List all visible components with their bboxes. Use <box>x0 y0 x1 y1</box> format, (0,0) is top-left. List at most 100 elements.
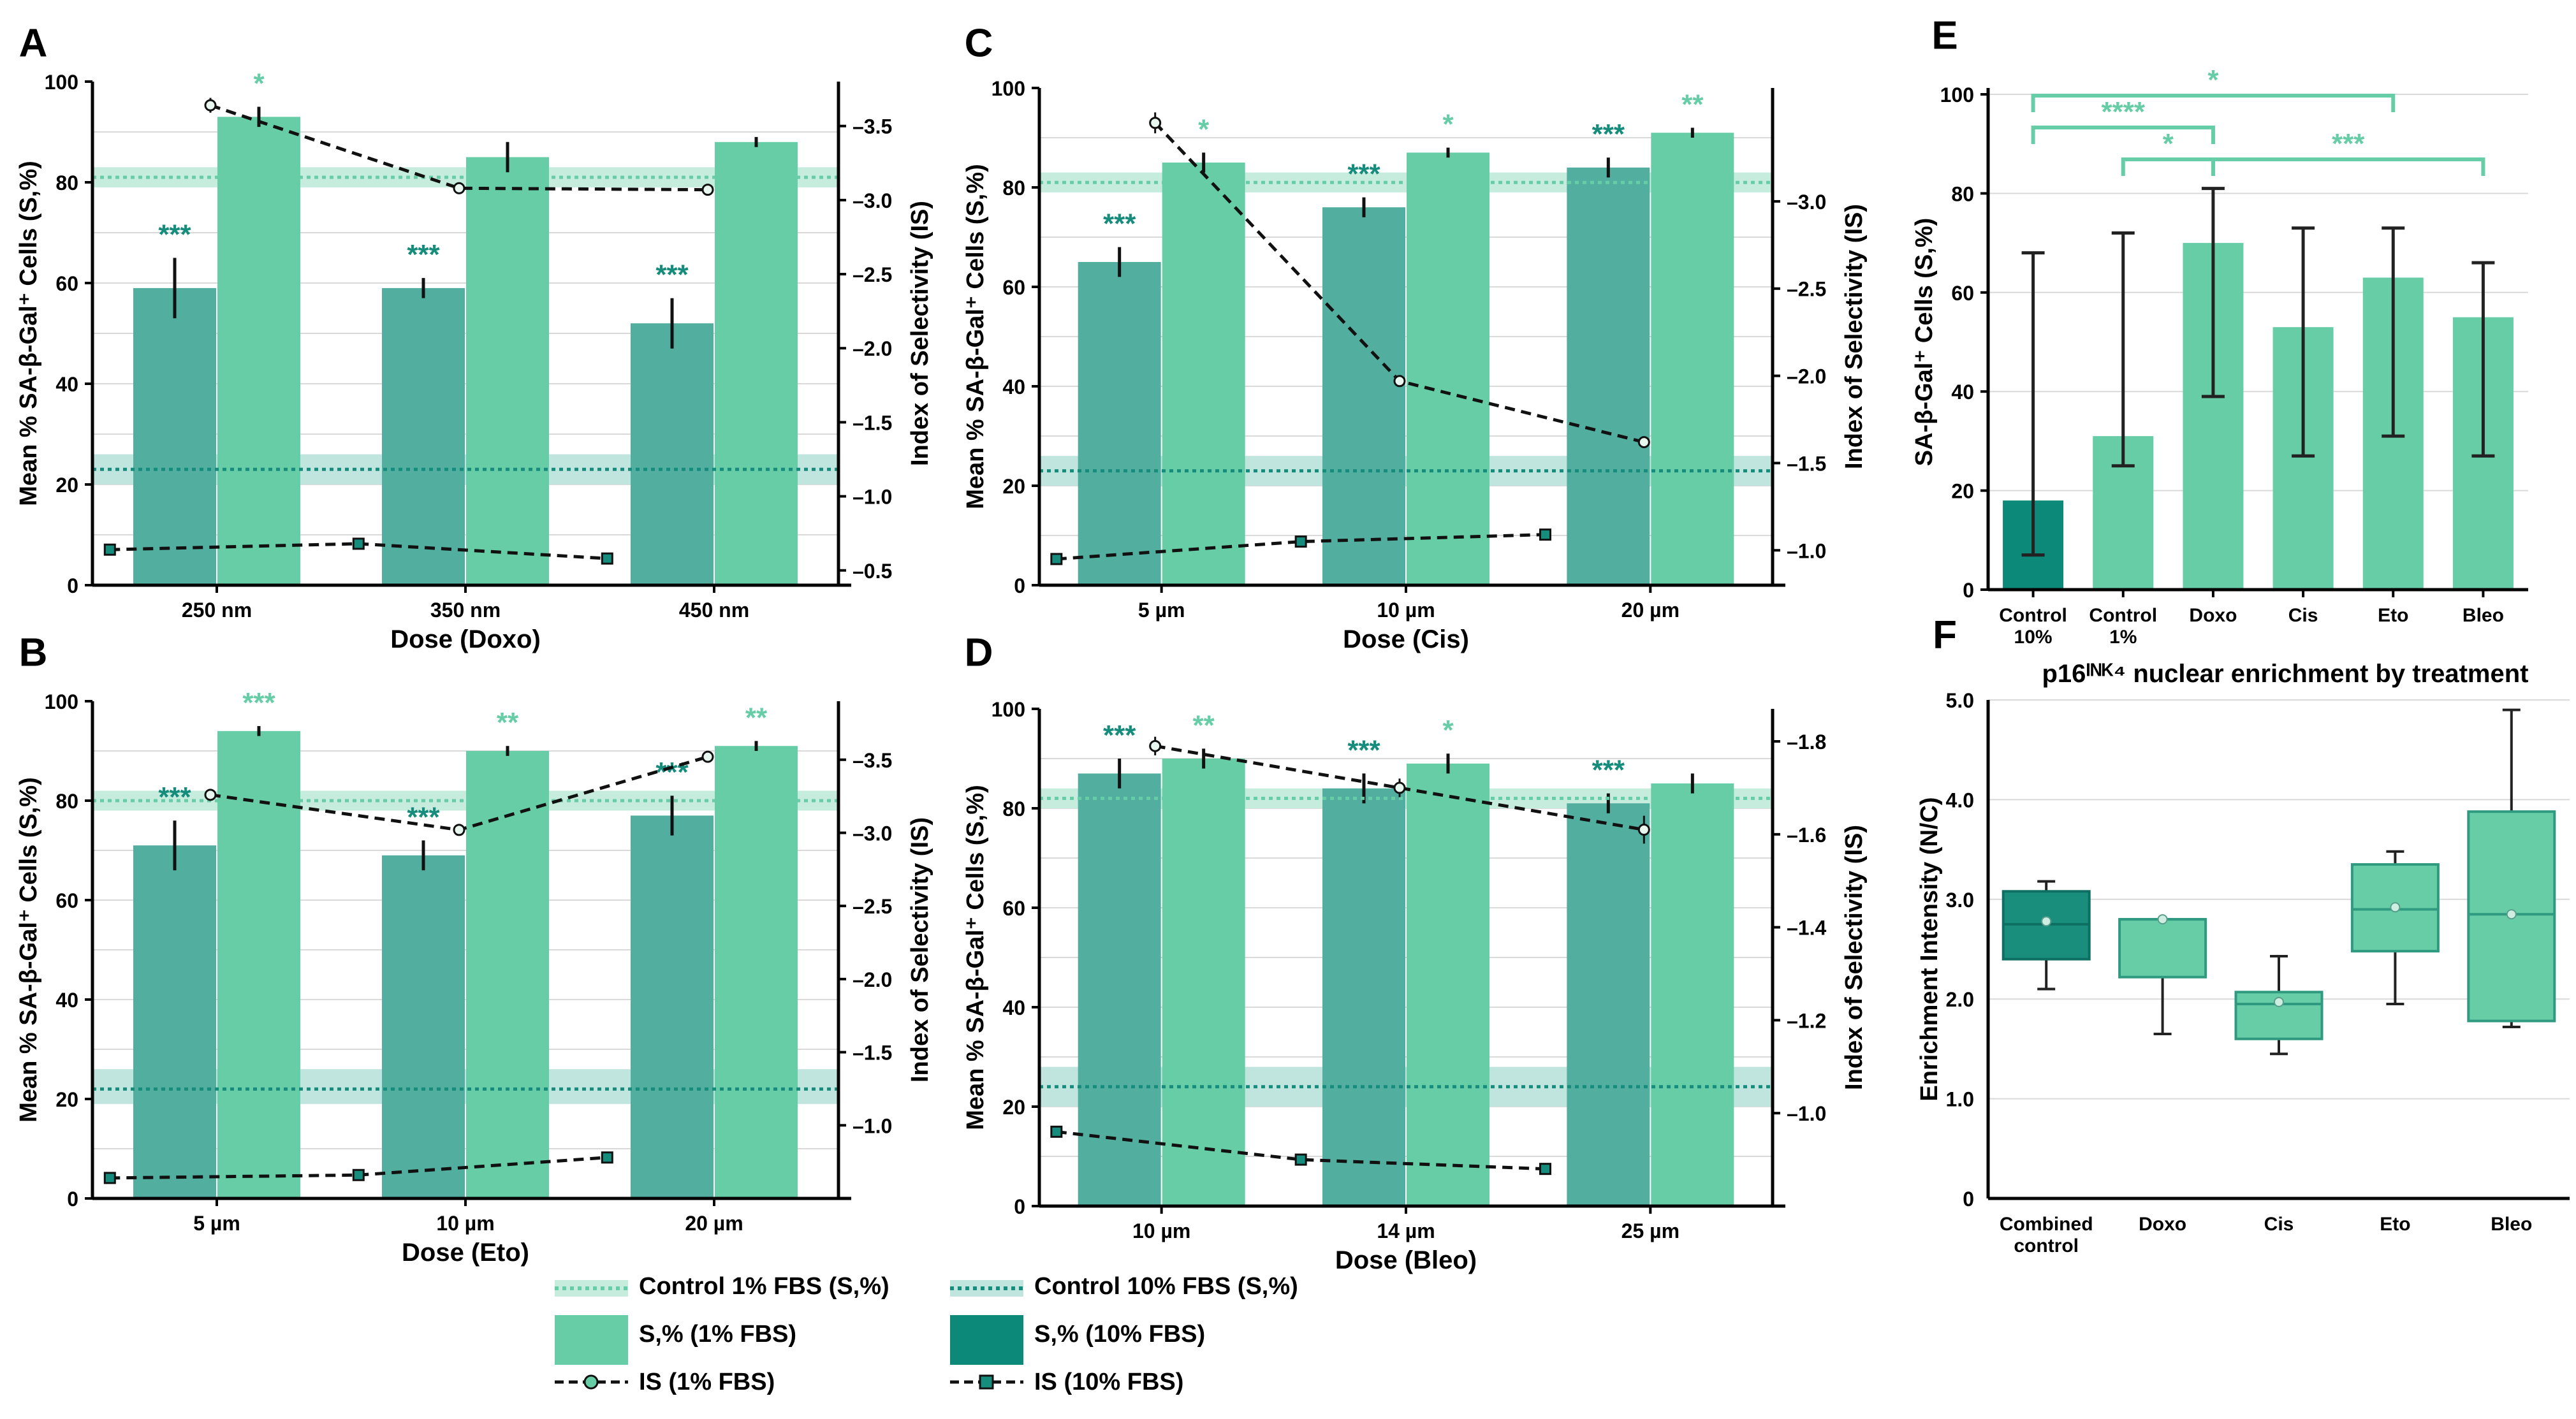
x-tick-label: Eto <box>2380 1214 2410 1235</box>
x-tick-label-line: Cis <box>2288 605 2318 626</box>
x-tick-label: Bleo <box>2463 605 2504 626</box>
chart-title: p16ᴵᴺᴷ⁴ nuclear enrichment by treatment <box>2042 660 2529 688</box>
significance-bracket <box>2121 157 2215 176</box>
bar <box>1078 262 1161 585</box>
significance-label: * <box>2207 64 2219 96</box>
is-point <box>103 543 116 556</box>
is-point <box>1294 535 1307 548</box>
x-tick-label: Cis <box>2264 1214 2294 1235</box>
x-tick-label: Bleo <box>2491 1214 2532 1235</box>
x-tick-label: 14 µm <box>1377 1219 1435 1242</box>
significance-label: ** <box>497 707 519 738</box>
x-tick-label-line: Doxo <box>2139 1214 2186 1235</box>
y-tick-label: 80 <box>1002 797 1025 820</box>
bar <box>631 815 714 1198</box>
y-tick-label: 100 <box>1940 84 1974 106</box>
y-axis-label: Mean % SA-β-Gal⁺ Cells (S,%) <box>962 164 989 509</box>
bar <box>466 157 549 585</box>
legend-item: IS (1% FBS) <box>555 1369 775 1395</box>
y2-tick-label: –1.0 <box>853 486 892 509</box>
legend-swatch <box>950 1315 1023 1365</box>
control-10-band <box>92 1069 838 1104</box>
panel-label: E <box>1931 13 1958 57</box>
legend-swatch <box>555 1315 628 1365</box>
control-10-band <box>1039 456 1773 486</box>
bar <box>1322 788 1405 1206</box>
significance-label: **** <box>2102 96 2146 127</box>
is-point <box>1393 375 1406 388</box>
is-point <box>1149 739 1162 752</box>
significance-label: *** <box>2332 128 2365 159</box>
y2-axis-label: Index of Selectivity (IS) <box>1841 204 1868 469</box>
y-tick-label: 60 <box>55 889 78 912</box>
significance-label: ** <box>1193 710 1215 741</box>
x-tick-label: 20 µm <box>685 1212 743 1235</box>
y-tick-label: 40 <box>1951 381 1974 404</box>
significance-label: ** <box>1681 89 1704 120</box>
y-tick-label: 100 <box>992 77 1025 100</box>
y2-tick-label: –1.4 <box>1787 917 1826 940</box>
y2-tick-label: –1.0 <box>1787 1102 1826 1125</box>
x-tick-label: 5 µm <box>193 1212 240 1235</box>
x-tick-label: 250 nm <box>182 599 252 622</box>
x-tick-label: Eto <box>2378 605 2408 626</box>
x-axis-label: Dose (Bleo) <box>1335 1246 1477 1274</box>
y-tick-label: 60 <box>1002 276 1025 299</box>
is-point <box>1050 1125 1063 1138</box>
is-line <box>210 103 708 192</box>
bar <box>1078 773 1161 1206</box>
bar <box>1162 759 1245 1206</box>
x-tick-label-line: Control <box>1999 605 2067 626</box>
legend-swatch <box>555 1280 628 1297</box>
legend-label: Control 1% FBS (S,%) <box>639 1273 889 1300</box>
mean-point <box>2506 909 2517 920</box>
significance-label: *** <box>1592 755 1625 786</box>
x-tick-label-line: Cis <box>2264 1214 2294 1235</box>
y2-tick-label: –1.0 <box>853 1114 892 1137</box>
x-tick-label: Doxo <box>2139 1214 2186 1235</box>
y-tick-label: 0 <box>1014 1195 1025 1218</box>
is-point <box>1539 528 1551 541</box>
y-tick-label: 60 <box>1002 897 1025 920</box>
panel-label: B <box>19 630 48 674</box>
significance-label: * <box>1442 109 1454 140</box>
y-tick-label: 100 <box>45 71 78 94</box>
y-axis-label: Mean % SA-β-Gal⁺ Cells (S,%) <box>15 777 42 1123</box>
legend-label: Control 10% FBS (S,%) <box>1034 1273 1298 1300</box>
legend-item: S,% (1% FBS) <box>555 1315 796 1365</box>
significance-label: *** <box>407 239 440 270</box>
panel-C: C********** ***020406080100–1.0–1.5–2.0–2… <box>962 21 1868 653</box>
y2-tick-label: –3.5 <box>853 749 892 772</box>
legend-label: S,% (10% FBS) <box>1034 1321 1205 1348</box>
y-tick-label: 40 <box>1002 996 1025 1019</box>
panel-label: F <box>1933 613 1957 657</box>
y2-tick-label: –2.0 <box>853 968 892 991</box>
y2-tick-label: –1.5 <box>1787 452 1826 475</box>
y-tick-label: 0 <box>67 574 78 597</box>
x-tick-label-line: Eto <box>2378 605 2408 626</box>
y2-tick-label: –3.0 <box>853 822 892 845</box>
significance-label: * <box>253 68 265 99</box>
legend-label: IS (1% FBS) <box>639 1369 775 1395</box>
y2-tick-label: –2.0 <box>1787 365 1826 388</box>
significance-label: *** <box>1103 720 1136 751</box>
bar <box>715 142 798 586</box>
significance-label: * <box>2163 128 2174 159</box>
control-1-band <box>1039 788 1773 808</box>
x-tick-label: 10 µm <box>1377 599 1435 622</box>
x-tick-label: 10 µm <box>1132 1219 1190 1242</box>
significance-bracket <box>2031 94 2396 112</box>
y-tick-label: 20 <box>1951 480 1974 503</box>
mean-point <box>2390 902 2401 913</box>
box <box>2118 918 2207 979</box>
legend-marker <box>583 1374 599 1390</box>
is-point <box>453 182 465 194</box>
significance-label: *** <box>1592 119 1625 150</box>
y-tick-label: 20 <box>1002 1096 1025 1119</box>
panel-D: D*** ******** *020406080100–1.0–1.2–1.4–1.… <box>962 630 1868 1274</box>
is-point <box>204 789 217 801</box>
y-tick-label: 0 <box>67 1188 78 1211</box>
is-point <box>1149 117 1162 129</box>
